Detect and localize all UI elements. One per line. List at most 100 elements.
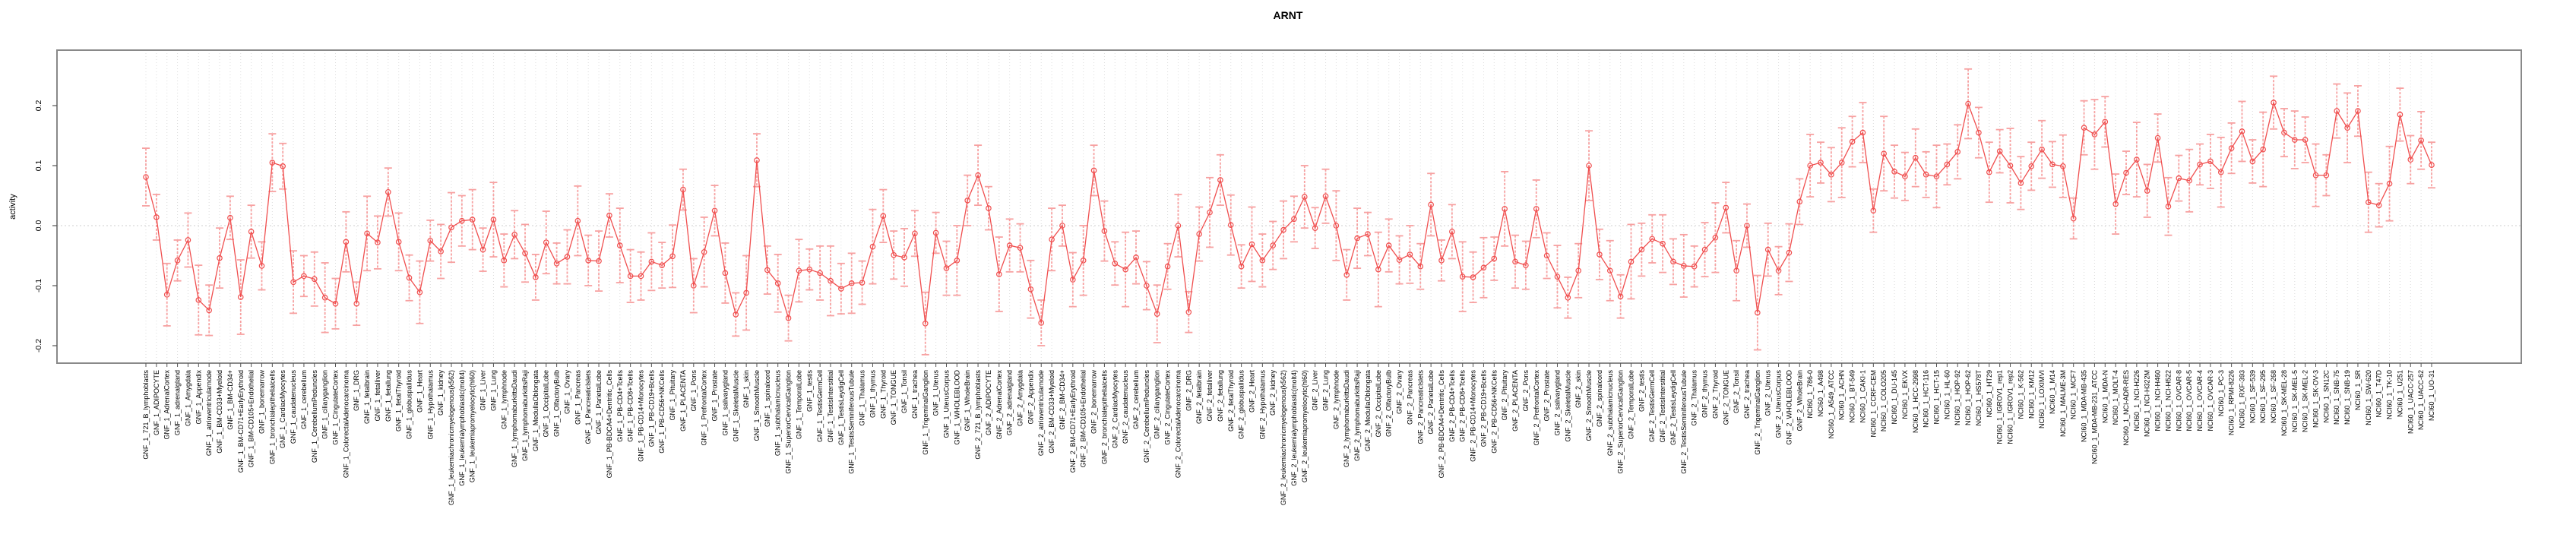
x-tick-label: GNF_2_ColorectalAdenocarcinoma [1174,370,1182,478]
x-tick-label: NCI60_1_NCI-H522 [2164,370,2172,432]
data-point [1154,311,1160,317]
x-tick-label: GNF_2_Lung [1322,370,1330,411]
data-point [2123,169,2129,176]
x-tick-label: GNF_1_CerebellumPeduncles [311,370,318,463]
x-tick-label: NCI60_1_KM12 [2027,370,2035,419]
x-tick-label: GNF_1_SmoothMuscle [753,370,761,441]
data-point [1070,277,1076,283]
data-point [2366,199,2372,205]
x-tick-label: NCI60_1_UACC-62 [2417,370,2425,430]
data-point [1470,274,1476,280]
x-tick-label: GNF_2_Pituitary [1501,370,1508,421]
data-point [1407,251,1413,258]
x-tick-label: GNF_2_UterusCorpus [1775,370,1783,438]
data-point [1175,223,1182,229]
data-point [638,273,644,280]
x-tick-label: GNF_2_ParietalLobe [1427,370,1435,435]
data-point [1933,173,1940,180]
x-tick-label: NCI60_1_UACC-257 [2407,370,2414,434]
x-tick-label: GNF_2_TestisLeydigCell [1669,370,1677,445]
x-tick-label: GNF_1_BM-CD33+Myeloid [216,370,223,454]
x-tick-label: GNF_2_CerebellumPeduncles [1143,370,1150,463]
x-tick-label: NCI60_1_BT-549 [1849,370,1856,423]
data-point [217,255,223,261]
data-point [2007,163,2014,169]
x-tick-label: GNF_2_TONGUE [1722,370,1729,425]
data-point [290,279,296,286]
data-point [2418,138,2424,144]
x-tick-label: NCI60_1_HL-60 [1943,370,1951,419]
data-point [1838,160,1845,166]
data-point [1491,255,1498,262]
x-tick-label: GNF_1_globuspallidus [406,370,413,440]
x-tick-label: GNF_2_TrigeminalGanglion [1754,370,1761,455]
x-tick-label: GNF_2_skin [1574,370,1582,408]
data-point [1786,249,1793,256]
series-line [145,100,2432,324]
data-point [248,229,255,235]
x-tick-label: GNF_1_bonemarrow [258,370,265,435]
data-point [1385,242,1392,248]
x-tick-label: GNF_1_SkeletalMuscle [732,370,739,442]
data-point [1881,150,1887,157]
data-point [722,270,729,277]
data-point [606,212,612,219]
x-tick-label: GNF_1_Uterus [932,370,940,416]
data-point [1459,274,1466,280]
data-point [479,246,486,253]
data-point [901,255,907,261]
data-point [2017,180,2024,186]
x-tick-label: GNF_2_PB-BDCA4+Dentritic_Cells [1438,370,1445,479]
x-tick-label: GNF_1_Heart [416,370,423,413]
data-point [2291,137,2298,143]
x-tick-label: GNF_2_fetalThyroid [1227,370,1235,432]
x-tick-label: GNF_1_lymphomaburkittsDaudi [511,370,518,467]
x-tick-label: NCI60_1_MDA-N [2101,370,2109,423]
data-point [2081,125,2087,131]
x-tick-label: GNF_1_adrenalgland [174,370,182,435]
x-tick-label: GNF_1_Pons [690,370,698,412]
data-point [1112,260,1119,267]
data-point [2028,163,2035,169]
data-point [585,258,591,264]
data-point [1891,169,1897,175]
x-tick-label: GNF_1_TrigeminalGanglion [922,370,929,455]
data-point [574,217,581,224]
x-tick-label: NCI60_1_NCI-ADR-RES [2122,370,2130,446]
data-point [1059,223,1065,229]
x-tick-label: GNF_2_PB-CD19+Bcells [1479,370,1487,447]
x-tick-label: GNF_1_DRG [353,370,360,411]
x-tick-label: GNF_2_Hypothalamus [1258,370,1266,440]
x-tick-label: NCI60_1_786-0 [1806,370,1814,419]
data-point [1944,161,1951,168]
data-point [2197,161,2203,168]
data-point [501,258,508,264]
x-tick-label: NCI60_1_OVCAR-4 [2196,370,2204,432]
data-point [2207,158,2214,165]
data-point [1312,225,1318,231]
data-point [691,283,697,289]
x-tick-label: GNF_2_Tonsil [1733,370,1740,413]
data-point [311,276,318,283]
data-point [943,265,950,271]
x-tick-label: GNF_2_Ovary [1396,370,1404,415]
x-tick-label: GNF_2_721_B_lymphoblasts [974,370,982,460]
data-point [564,254,571,260]
x-tick-label: GNF_1_BM-CD71+EarlyErythroid [237,370,245,473]
x-tick-label: GNF_1_Prostate [711,370,719,422]
data-point [2165,203,2172,210]
x-tick-label: NCI60_1_MDA-MB-231_ATCC [2090,370,2098,464]
data-point [869,243,876,250]
x-tick-label: NCI60_1_PC-3 [2217,370,2225,416]
data-point [185,237,191,243]
data-point [596,258,602,264]
x-tick-label: NCI60_1_SK-MEL-5 [2291,370,2299,432]
x-tick-label: GNF_1_testis [805,370,813,413]
data-point [459,217,465,224]
x-tick-label: GNF_2_SkeletalMuscle [1564,370,1571,442]
data-point [764,267,771,274]
data-point [1565,294,1571,301]
x-tick-label: NCI60_1_SK-OV-3 [2312,370,2320,428]
x-tick-label: GNF_2_MedullaOblongata [1364,370,1372,451]
x-tick-label: NCI60_1_HCT-116 [1923,370,1930,428]
